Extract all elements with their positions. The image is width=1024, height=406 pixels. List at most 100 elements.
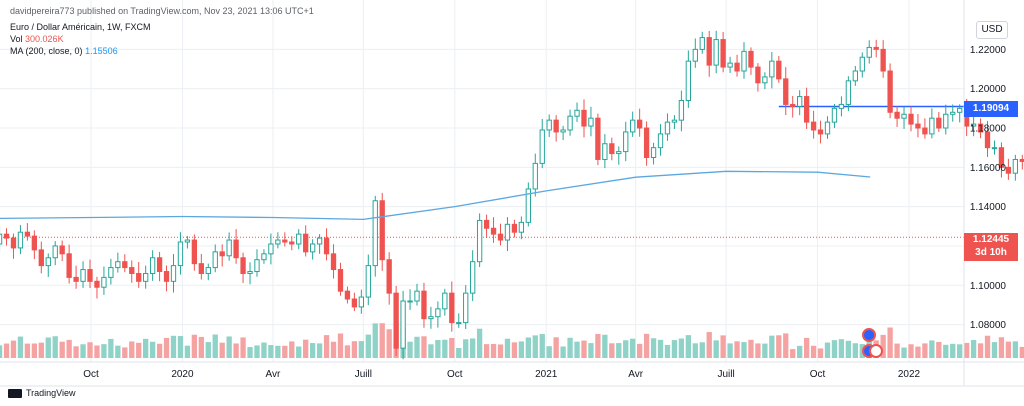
volume-bar bbox=[0, 345, 3, 358]
ma-value: 1.15506 bbox=[85, 46, 118, 56]
candle-body bbox=[567, 115, 573, 131]
candle-body bbox=[727, 62, 733, 68]
candle-body bbox=[143, 272, 149, 282]
volume-bar bbox=[337, 333, 344, 358]
candle-body bbox=[817, 129, 824, 135]
volume-bar bbox=[845, 340, 852, 358]
candle-body bbox=[539, 129, 545, 164]
volume-bar bbox=[643, 333, 650, 358]
candle-body bbox=[108, 267, 114, 278]
volume-bar bbox=[769, 335, 775, 358]
volume-bar bbox=[546, 346, 552, 358]
volume-bar bbox=[504, 338, 511, 358]
volume-legend[interactable]: Vol 300.026K bbox=[10, 34, 64, 44]
volume-bar bbox=[998, 337, 1005, 358]
volume-bar bbox=[407, 341, 413, 358]
volume-bar bbox=[630, 338, 636, 358]
volume-bar bbox=[52, 336, 58, 358]
candle-body bbox=[10, 237, 17, 249]
candle-body bbox=[699, 37, 705, 50]
candle-body bbox=[595, 117, 601, 160]
symbol-title[interactable]: Euro / Dollar Américain, 1W, FXCM bbox=[10, 22, 151, 32]
event-markers[interactable] bbox=[862, 328, 883, 358]
time-tick-label: Avr bbox=[265, 369, 280, 380]
volume-bar bbox=[755, 343, 761, 358]
candle-body bbox=[636, 119, 643, 129]
candle-body bbox=[358, 296, 365, 308]
candle-body bbox=[428, 316, 434, 320]
candle-body bbox=[998, 147, 1005, 168]
candle-body bbox=[351, 298, 358, 308]
volume-bar bbox=[470, 338, 476, 358]
level-price-tag[interactable]: 1.19094 bbox=[964, 101, 1018, 117]
candle-body bbox=[852, 70, 858, 82]
volume-bar bbox=[17, 336, 24, 358]
volume-bar bbox=[797, 345, 803, 358]
volume-bar bbox=[442, 339, 448, 358]
volume-bar bbox=[720, 335, 726, 358]
volume-bar bbox=[421, 336, 427, 358]
volume-bar bbox=[198, 336, 204, 358]
event-marker bbox=[862, 328, 876, 342]
volume-bar bbox=[929, 340, 935, 358]
volume-bar bbox=[191, 334, 198, 358]
candle-body bbox=[483, 219, 490, 229]
volume-bar bbox=[435, 339, 441, 358]
candle-body bbox=[476, 219, 483, 263]
candle-body bbox=[525, 188, 531, 223]
candle-body bbox=[532, 162, 538, 190]
volume-bar bbox=[776, 335, 782, 358]
volume-bar bbox=[602, 334, 608, 358]
candle-body bbox=[365, 265, 371, 298]
candle-body bbox=[80, 269, 86, 282]
volume-bar bbox=[226, 336, 232, 358]
volume-bar bbox=[414, 336, 420, 358]
volume-bar bbox=[261, 342, 267, 358]
candle-body bbox=[915, 123, 921, 129]
candle-body bbox=[94, 280, 100, 288]
volume-bar bbox=[977, 343, 984, 358]
volume-bar bbox=[852, 343, 858, 358]
candle-body bbox=[386, 259, 392, 294]
volume-bar bbox=[254, 345, 260, 358]
last-price: 1.12445 bbox=[972, 234, 1010, 245]
candle-body bbox=[17, 231, 24, 249]
candle-body bbox=[977, 123, 984, 133]
volume-bar bbox=[456, 347, 462, 358]
volume-bar bbox=[970, 339, 977, 358]
candle-body bbox=[894, 111, 900, 119]
ma-label: MA (200, close, 0) bbox=[10, 46, 83, 56]
ma-legend[interactable]: MA (200, close, 0) 1.15506 bbox=[10, 46, 118, 56]
volume-bar bbox=[330, 341, 337, 358]
volume-bar bbox=[650, 338, 657, 358]
price-tick-label: 1.08000 bbox=[970, 320, 1007, 331]
candle-body bbox=[149, 257, 156, 274]
candle-body bbox=[282, 239, 288, 243]
candle-body bbox=[936, 117, 942, 129]
candle-body bbox=[330, 253, 337, 271]
time-tick-label: Avr bbox=[628, 369, 643, 380]
price-tick-label: 1.20000 bbox=[970, 84, 1007, 95]
bar-countdown: 3d 10h bbox=[975, 247, 1007, 258]
candle-body bbox=[66, 253, 72, 278]
candle-body bbox=[449, 292, 455, 324]
candle-body bbox=[657, 133, 664, 149]
tradingview-logo[interactable]: TradingView bbox=[8, 388, 76, 398]
currency-button[interactable]: USD bbox=[976, 21, 1008, 39]
volume-bar bbox=[73, 346, 79, 358]
tradingview-logo-icon bbox=[8, 388, 22, 398]
horizontal-level[interactable] bbox=[0, 105, 964, 238]
volume-bar bbox=[817, 348, 824, 358]
last-price-tag[interactable]: 1.12445 3d 10h bbox=[964, 233, 1018, 261]
volume-bar bbox=[567, 337, 573, 358]
candle-body bbox=[463, 292, 469, 324]
candle-body bbox=[901, 113, 907, 119]
time-tick-label: 2020 bbox=[171, 369, 194, 380]
candle-body bbox=[776, 60, 782, 80]
candle-body bbox=[337, 269, 344, 292]
candle-body bbox=[838, 103, 845, 109]
candle-body bbox=[762, 76, 768, 84]
candle-body bbox=[692, 48, 698, 62]
time-tick-label: Oct bbox=[447, 369, 463, 380]
